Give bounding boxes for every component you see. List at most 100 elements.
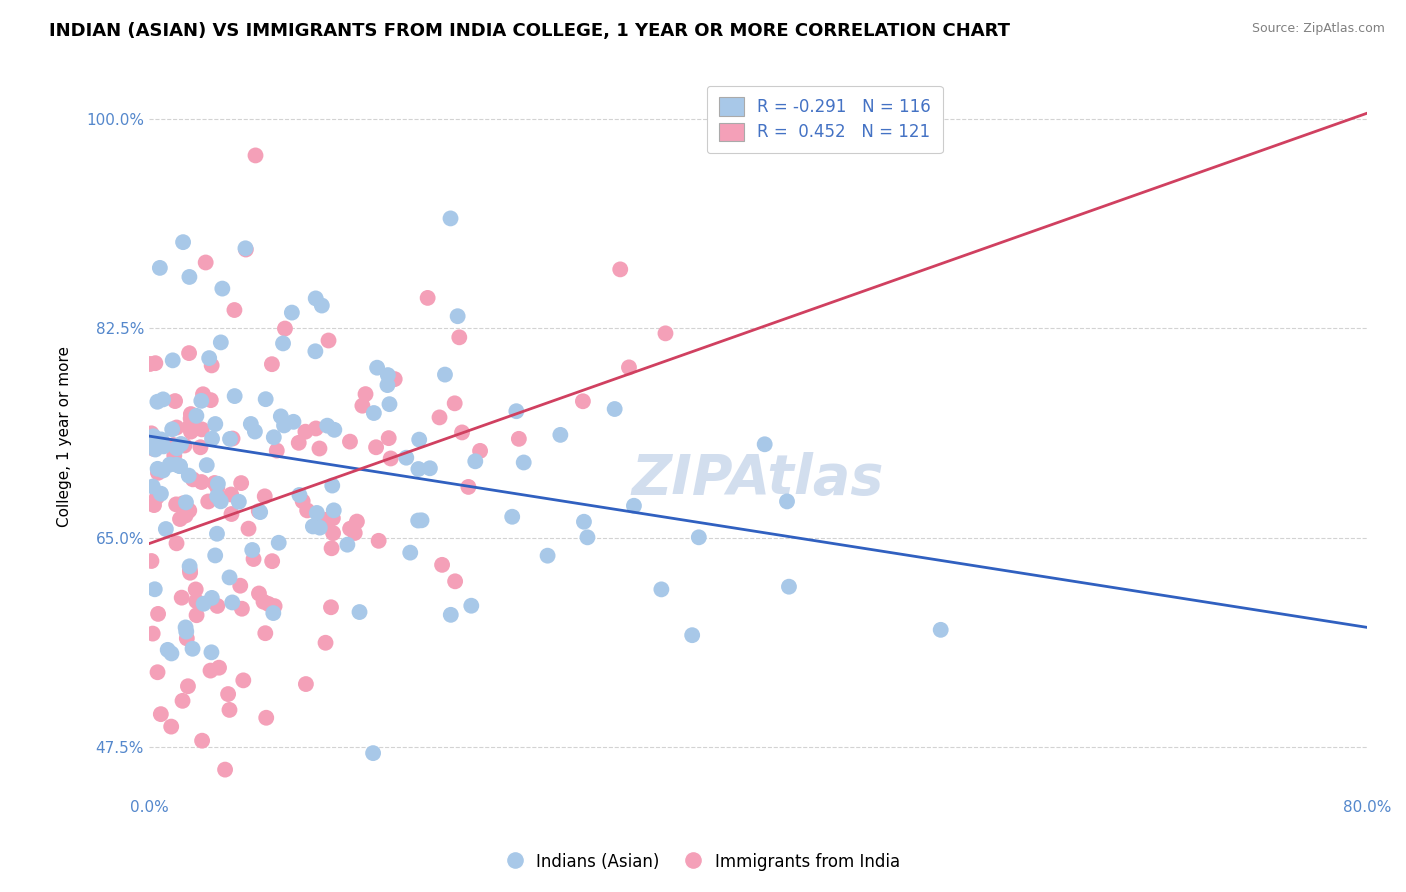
- Point: [366, 360, 388, 375]
- Point: [152, 435, 174, 450]
- Point: [221, 507, 243, 521]
- Point: [430, 558, 453, 572]
- Point: [305, 292, 328, 306]
- Point: [274, 321, 297, 335]
- Point: [152, 439, 174, 453]
- Point: [191, 387, 214, 401]
- Point: [149, 707, 172, 722]
- Point: [173, 438, 195, 452]
- Point: [311, 299, 333, 313]
- Point: [468, 443, 491, 458]
- Point: [179, 503, 201, 517]
- Point: [505, 404, 527, 418]
- Point: [205, 526, 228, 541]
- Point: [170, 591, 193, 605]
- Point: [143, 498, 166, 512]
- Point: [218, 570, 240, 584]
- Point: [380, 451, 402, 466]
- Point: [352, 399, 374, 413]
- Point: [152, 463, 174, 477]
- Point: [302, 519, 325, 533]
- Point: [204, 549, 226, 563]
- Point: [512, 455, 534, 469]
- Point: [235, 241, 257, 255]
- Point: [169, 459, 191, 474]
- Point: [451, 425, 474, 440]
- Point: [778, 580, 800, 594]
- Point: [240, 543, 263, 558]
- Point: [162, 353, 184, 368]
- Point: [294, 425, 316, 439]
- Point: [146, 466, 169, 480]
- Point: [180, 411, 202, 425]
- Point: [929, 623, 952, 637]
- Point: [270, 409, 292, 424]
- Point: [186, 409, 208, 423]
- Point: [229, 579, 252, 593]
- Point: [399, 546, 422, 560]
- Point: [617, 360, 640, 375]
- Point: [146, 462, 169, 476]
- Point: [508, 432, 530, 446]
- Point: [191, 422, 214, 436]
- Point: [754, 437, 776, 451]
- Point: [205, 489, 228, 503]
- Point: [190, 393, 212, 408]
- Point: [197, 494, 219, 508]
- Point: [367, 533, 389, 548]
- Point: [260, 357, 283, 371]
- Point: [681, 628, 703, 642]
- Point: [172, 235, 194, 249]
- Point: [232, 673, 254, 688]
- Text: ZIPAtlas: ZIPAtlas: [631, 452, 884, 506]
- Point: [200, 393, 222, 408]
- Point: [166, 441, 188, 455]
- Point: [408, 462, 430, 476]
- Point: [576, 530, 599, 544]
- Point: [218, 703, 240, 717]
- Point: [194, 255, 217, 269]
- Point: [174, 508, 197, 523]
- Point: [247, 586, 270, 600]
- Point: [177, 346, 200, 360]
- Point: [219, 487, 242, 501]
- Point: [457, 480, 479, 494]
- Point: [406, 514, 429, 528]
- Point: [262, 554, 284, 568]
- Point: [304, 344, 326, 359]
- Point: [249, 505, 271, 519]
- Point: [440, 607, 463, 622]
- Point: [650, 582, 672, 597]
- Point: [572, 394, 595, 409]
- Point: [449, 330, 471, 344]
- Point: [174, 624, 197, 639]
- Point: [209, 494, 232, 508]
- Point: [245, 148, 267, 162]
- Point: [354, 387, 377, 401]
- Point: [254, 626, 277, 640]
- Point: [231, 601, 253, 615]
- Point: [200, 664, 222, 678]
- Point: [143, 356, 166, 370]
- Point: [322, 511, 344, 525]
- Point: [283, 415, 305, 429]
- Point: [411, 513, 433, 527]
- Point: [377, 378, 399, 392]
- Point: [239, 417, 262, 431]
- Point: [195, 458, 218, 472]
- Point: [146, 607, 169, 621]
- Point: [221, 432, 243, 446]
- Point: [231, 476, 253, 491]
- Point: [315, 513, 337, 527]
- Point: [536, 549, 558, 563]
- Point: [243, 425, 266, 439]
- Point: [336, 538, 359, 552]
- Point: [179, 269, 201, 284]
- Point: [339, 434, 361, 449]
- Point: [181, 641, 204, 656]
- Point: [207, 476, 229, 491]
- Point: [309, 519, 332, 533]
- Point: [446, 310, 468, 324]
- Point: [263, 430, 285, 444]
- Point: [224, 303, 246, 318]
